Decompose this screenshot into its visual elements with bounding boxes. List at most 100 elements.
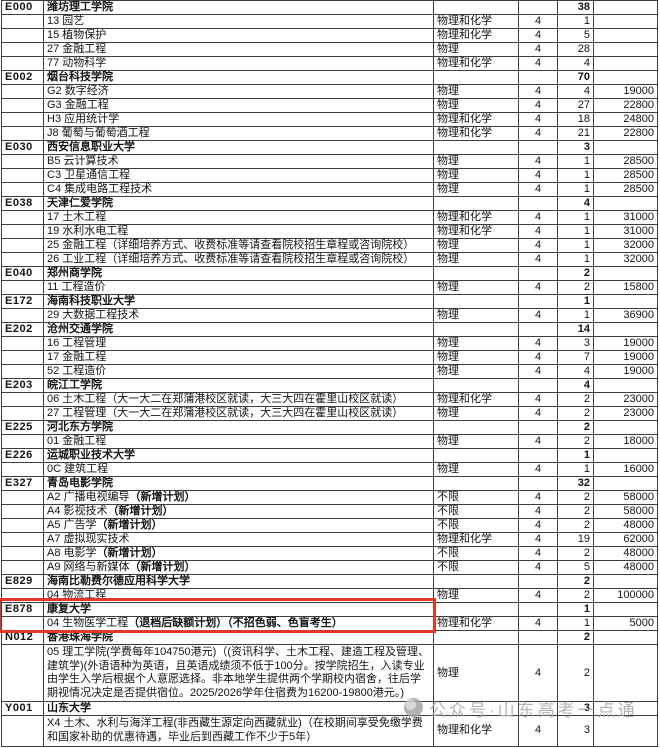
major-row: J8 葡萄与葡萄酒工程 物理和化学 4 21 22800 xyxy=(1,126,658,141)
major-name-cell: A2 广播电视编导（新增计划） xyxy=(43,490,434,505)
major-code-cell xyxy=(1,154,44,169)
school-code-cell: E226 xyxy=(1,448,44,463)
major-name-cell: G2 数字经济 xyxy=(43,84,434,99)
subject-cell: 物理和化学 xyxy=(433,28,519,43)
subject-cell: 不限 xyxy=(433,490,519,505)
years-cell xyxy=(518,602,558,617)
major-name-cell: 15 植物保护 xyxy=(43,28,434,43)
major-code-cell xyxy=(1,280,44,295)
plan-total-cell: 2 xyxy=(557,266,594,281)
school-name-cell: 皖江工学院 xyxy=(43,378,434,393)
major-name-cell: 19 水利水电工程 xyxy=(43,224,434,239)
plan-count-cell: 2 xyxy=(557,392,594,407)
watermark-logo-icon xyxy=(404,698,423,717)
plan-total-cell: 38 xyxy=(557,0,594,15)
fee-cell: 48000 xyxy=(593,518,658,533)
years-cell xyxy=(518,476,558,491)
major-name-cell: 0C 建筑工程 xyxy=(43,462,434,477)
school-name-cell: 康复大学 xyxy=(43,602,434,617)
plan-count-cell: 2 xyxy=(557,643,594,703)
fee-cell: 32000 xyxy=(593,238,658,253)
subject-cell: 物理和化学 xyxy=(433,715,519,747)
major-name-text: A4 影视技术 xyxy=(47,505,108,518)
major-name-cell: J8 葡萄与葡萄酒工程 xyxy=(43,126,434,141)
plan-count-cell: 27 xyxy=(557,98,594,113)
plan-total-cell: 1 xyxy=(557,448,594,463)
school-code-cell: E038 xyxy=(1,196,44,211)
years-cell xyxy=(518,448,558,463)
major-row: A8 电影学（新增计划） 不限 4 2 48000 xyxy=(1,546,658,561)
major-code-cell xyxy=(1,98,44,113)
major-row: 05 理工学院(学费每年104750港元)（(资讯科学、土木工程、建造工程及管理… xyxy=(1,643,658,703)
years-cell: 4 xyxy=(518,280,558,295)
years-cell xyxy=(518,196,558,211)
major-code-cell xyxy=(1,588,44,603)
school-code-cell: E030 xyxy=(1,140,44,155)
plan-count-cell: 3 xyxy=(557,715,594,747)
major-name-cell: 06 土木工程（大一大二在郑蒲港校区就读，大三大四在霍里山校区就读） xyxy=(43,392,434,407)
school-name-cell: 郑州商学院 xyxy=(43,266,434,281)
plan-count-cell: 4 xyxy=(557,364,594,379)
school-code-cell: E002 xyxy=(1,70,44,85)
years-cell: 4 xyxy=(518,210,558,225)
school-code-cell: E878 xyxy=(1,602,44,617)
major-name-cell: C3 卫星通信工程 xyxy=(43,168,434,183)
major-name-text: 27 工程管理（大一大二在郑蒲港校区就读，大三大四在霍里山校区就读） xyxy=(47,407,404,420)
major-name-note: （新增计划） xyxy=(129,491,196,504)
fee-cell: 18000 xyxy=(593,434,658,449)
years-cell: 4 xyxy=(518,238,558,253)
years-cell xyxy=(518,294,558,309)
fee-cell xyxy=(593,322,658,337)
fee-cell xyxy=(593,294,658,309)
major-code-cell xyxy=(1,126,44,141)
subject-cell: 物理 xyxy=(433,643,519,703)
major-name-text: 17 土木工程 xyxy=(47,211,107,224)
years-cell: 4 xyxy=(518,84,558,99)
fee-cell: 58000 xyxy=(593,504,658,519)
school-row: E038 天津仁爱学院 4 xyxy=(1,196,658,211)
school-name-cell: 西安信息职业大学 xyxy=(43,140,434,155)
plan-count-cell: 21 xyxy=(557,126,594,141)
major-row: G2 数字经济 物理 4 4 19000 xyxy=(1,84,658,99)
major-name-cell: 27 工程管理（大一大二在郑蒲港校区就读，大三大四在霍里山校区就读） xyxy=(43,406,434,421)
major-name-note: （退档后缺额计划）（不招色弱、色盲考生） xyxy=(128,617,343,630)
plan-total-cell: 2 xyxy=(557,574,594,589)
major-name-note: （新增计划） xyxy=(107,505,174,518)
years-cell: 4 xyxy=(518,112,558,127)
years-cell: 4 xyxy=(518,434,558,449)
plan-count-cell: 1 xyxy=(557,252,594,267)
fee-cell: 22800 xyxy=(593,126,658,141)
major-row: A9 网络与新媒体（新增计划） 不限 4 5 48000 xyxy=(1,560,658,575)
plan-total-cell: 2 xyxy=(557,630,594,645)
plan-count-cell: 2 xyxy=(557,546,594,561)
school-name-cell: 烟台科技学院 xyxy=(43,70,434,85)
school-name-cell: 山东大学 xyxy=(43,701,434,717)
major-name-cell: B5 云计算技术 xyxy=(43,154,434,169)
major-row: 29 大数据工程技术 物理 4 1 36900 xyxy=(1,308,658,323)
major-name-text: 13 园艺 xyxy=(47,15,85,28)
major-code-cell xyxy=(1,504,44,519)
fee-cell xyxy=(593,715,658,747)
fee-cell: 24800 xyxy=(593,112,658,127)
major-name-cell: 25 金融工程（详细培养方式、收费标准等请查看院校招生章程或咨询院校） xyxy=(43,238,434,253)
subject-cell: 物理 xyxy=(433,84,519,99)
major-row: C4 集成电路工程技术 物理 4 1 28500 xyxy=(1,182,658,197)
major-name-text: H3 应用统计学 xyxy=(47,113,120,126)
years-cell: 4 xyxy=(518,308,558,323)
plan-count-cell: 2 xyxy=(557,504,594,519)
school-row: E040 郑州商学院 2 xyxy=(1,266,658,281)
fee-cell: 23000 xyxy=(593,392,658,407)
subject-cell: 物理 xyxy=(433,588,519,603)
plan-count-cell: 2 xyxy=(557,434,594,449)
subject-cell: 物理和化学 xyxy=(433,210,519,225)
major-code-cell xyxy=(1,518,44,533)
fee-cell xyxy=(593,14,658,29)
major-row: 06 土木工程（大一大二在郑蒲港校区就读，大三大四在霍里山校区就读） 物理和化学 4… xyxy=(1,392,658,407)
school-code-cell: E172 xyxy=(1,294,44,309)
major-name-text: 0C 建筑工程 xyxy=(47,463,109,476)
years-cell: 4 xyxy=(518,462,558,477)
major-row: A7 虚拟现实技术 物理和化学 4 19 62000 xyxy=(1,532,658,547)
major-code-cell xyxy=(1,224,44,239)
plan-count-cell: 1 xyxy=(557,238,594,253)
years-cell xyxy=(518,420,558,435)
